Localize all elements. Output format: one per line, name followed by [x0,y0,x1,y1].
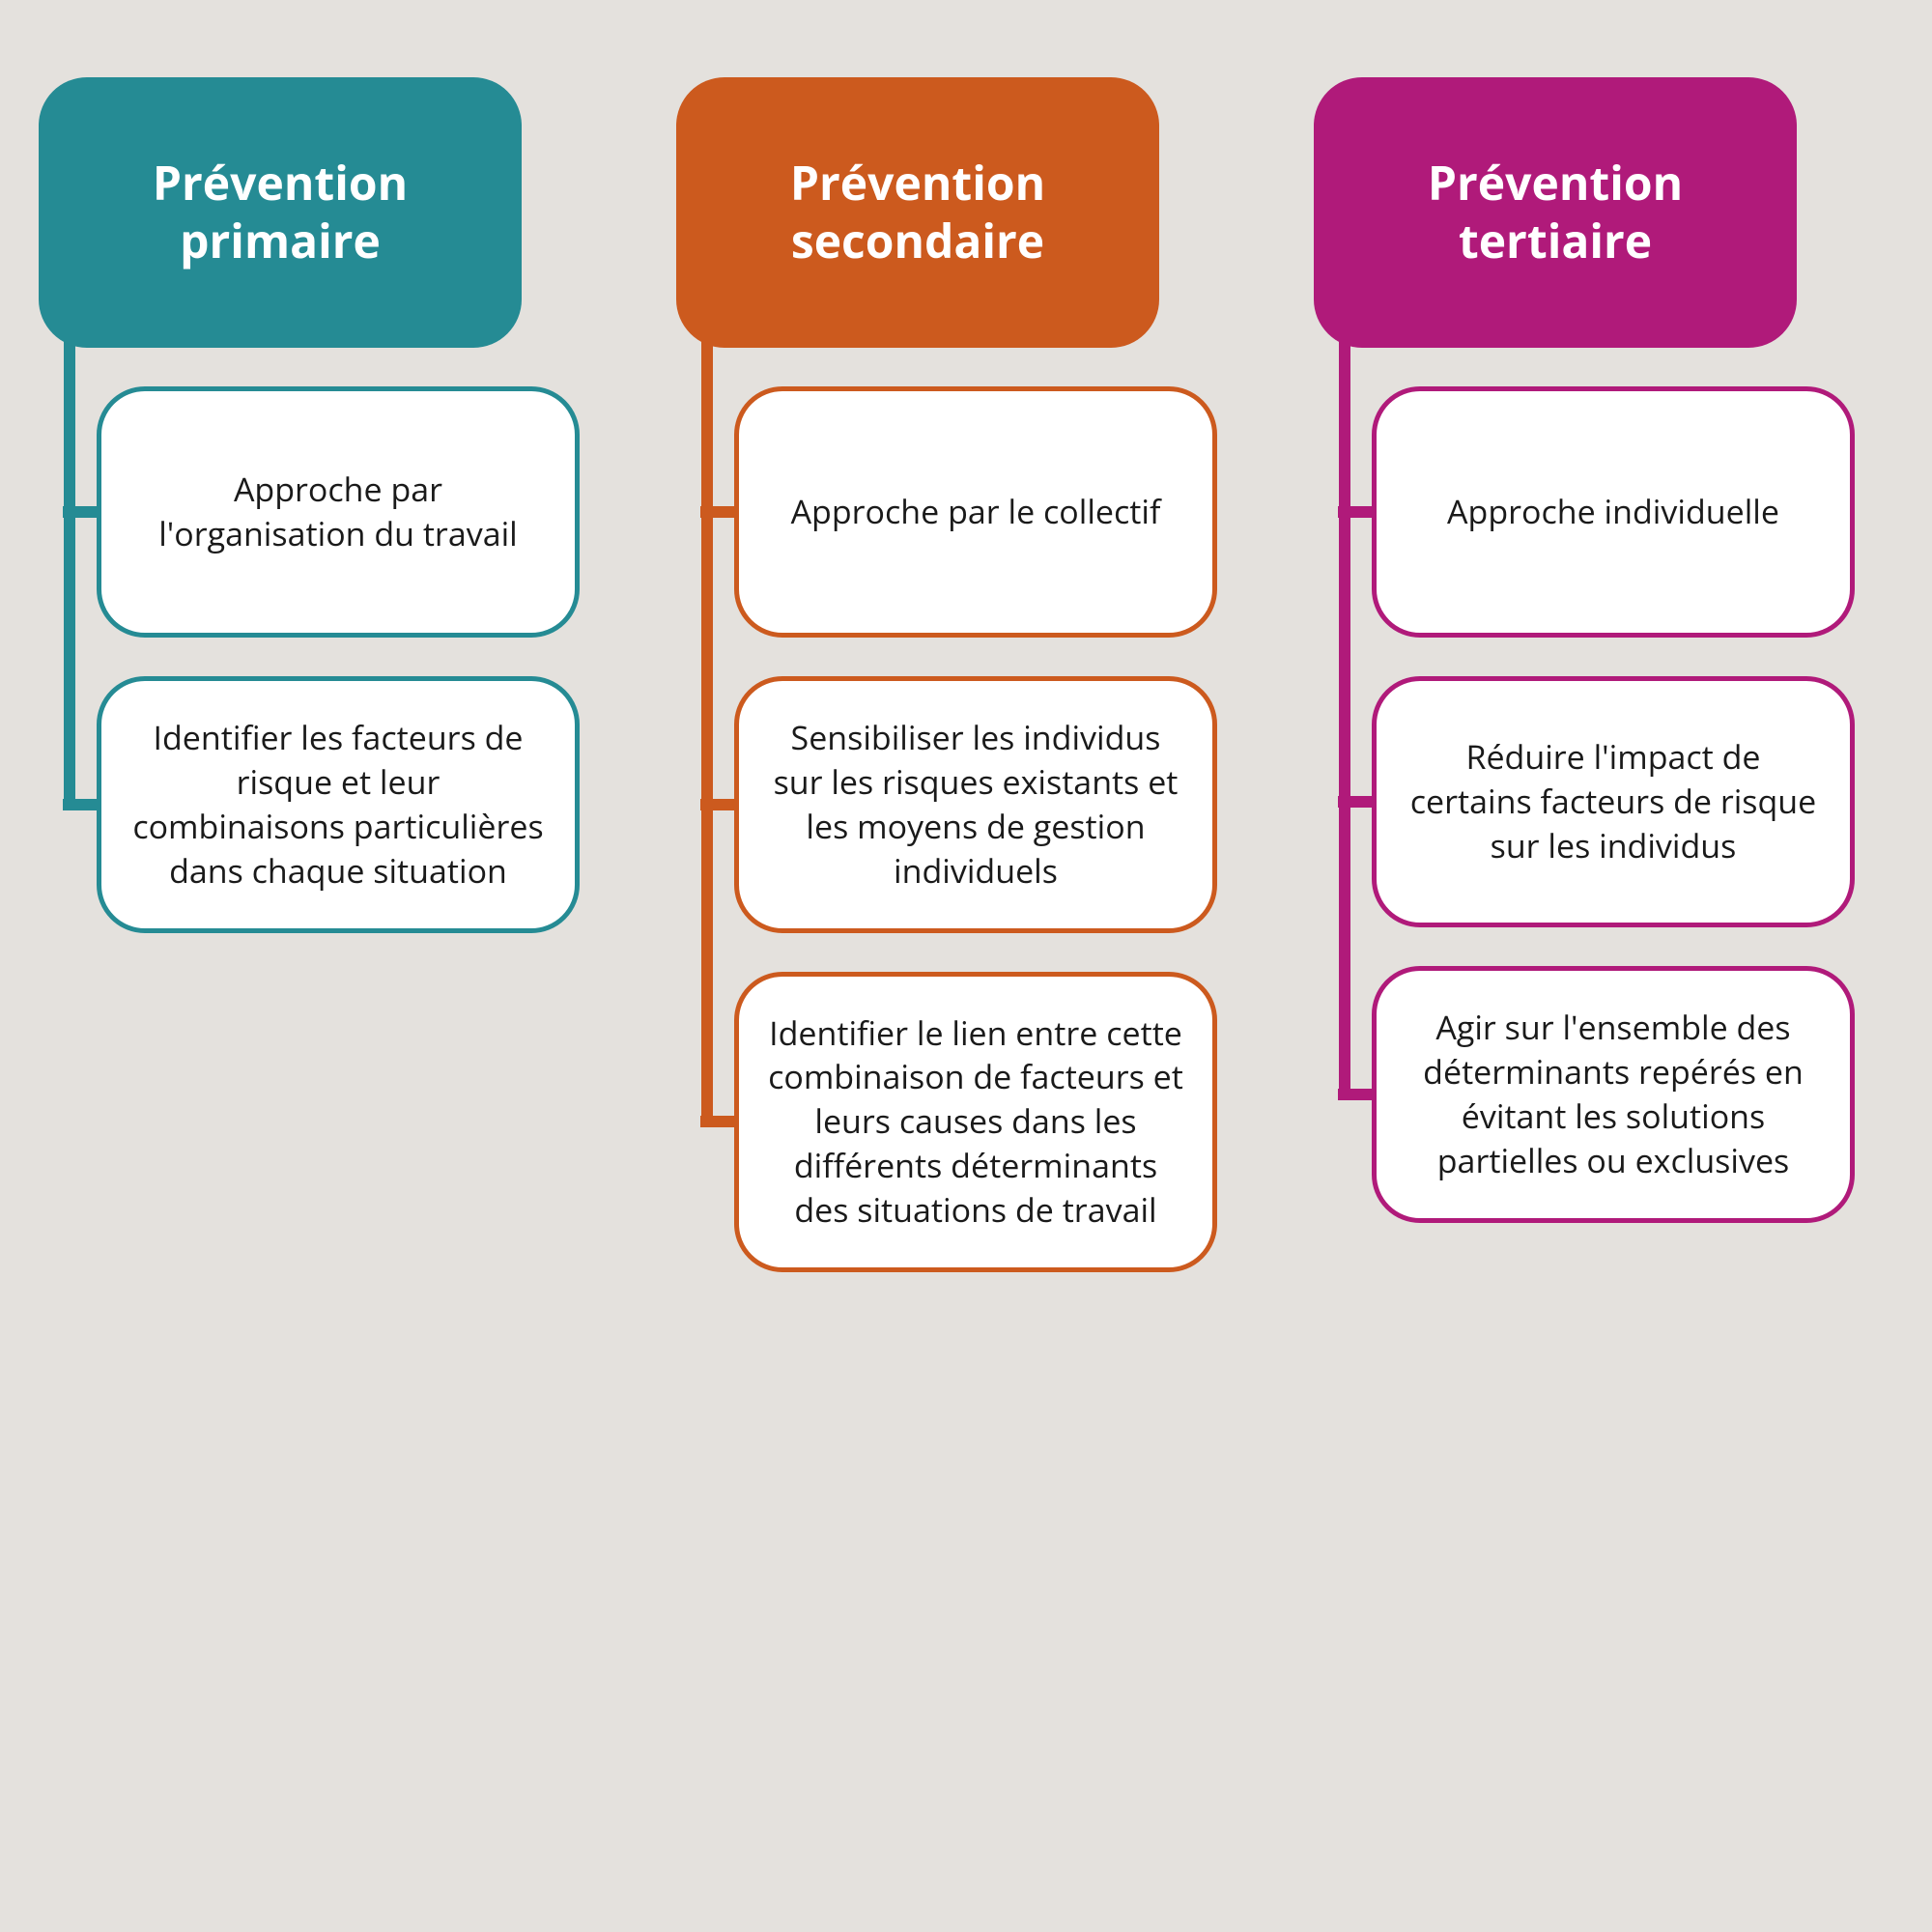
connector-vertical [64,309,75,810]
items-container-tertiaire: Approche individuelle Réduire l'impact d… [1314,348,1893,1855]
items-container-primaire: Approche par l'organisation du travail I… [39,348,618,1855]
item-text: Agir sur l'ensemble des déterminants rep… [1404,1006,1823,1183]
item-text: Réduire l'impact de certains facteurs de… [1404,735,1823,868]
item-box: Identifier le lien entre cette combinais… [734,972,1217,1272]
header-secondaire: Prévention secondaire [676,77,1159,348]
item-text: Sensibiliser les individus sur les risqu… [766,716,1185,894]
connector-horizontal [700,506,739,518]
header-primaire: Prévention primaire [39,77,522,348]
item-box: Identifier les facteurs de risque et leu… [97,676,580,933]
item-text: Approche par l'organisation du travail [128,468,548,556]
item-box: Réduire l'impact de certains facteurs de… [1372,676,1855,927]
item-text: Approche individuelle [1447,490,1779,534]
column-primaire: Prévention primaire Approche par l'organ… [39,77,618,1855]
item-box: Approche individuelle [1372,386,1855,638]
connector-horizontal [63,506,101,518]
connector-vertical [701,309,713,1127]
connector-horizontal [700,1116,739,1127]
item-text: Identifier les facteurs de risque et leu… [128,716,548,894]
header-title: Prévention tertiaire [1343,155,1768,270]
connector-horizontal [700,799,739,810]
connector-horizontal [1338,506,1377,518]
header-title: Prévention primaire [68,155,493,270]
column-secondaire: Prévention secondaire Approche par le co… [676,77,1256,1855]
header-title: Prévention secondaire [705,155,1130,270]
item-text: Approche par le collectif [791,490,1161,534]
connector-vertical [1339,309,1350,1100]
prevention-diagram: Prévention primaire Approche par l'organ… [39,77,1893,1855]
item-text: Identifier le lien entre cette combinais… [766,1011,1185,1233]
connector-horizontal [1338,796,1377,808]
header-tertiaire: Prévention tertiaire [1314,77,1797,348]
column-tertiaire: Prévention tertiaire Approche individuel… [1314,77,1893,1855]
item-box: Approche par l'organisation du travail [97,386,580,638]
connector-horizontal [63,799,101,810]
item-box: Approche par le collectif [734,386,1217,638]
item-box: Agir sur l'ensemble des déterminants rep… [1372,966,1855,1223]
items-container-secondaire: Approche par le collectif Sensibiliser l… [676,348,1256,1855]
connector-horizontal [1338,1089,1377,1100]
item-box: Sensibiliser les individus sur les risqu… [734,676,1217,933]
